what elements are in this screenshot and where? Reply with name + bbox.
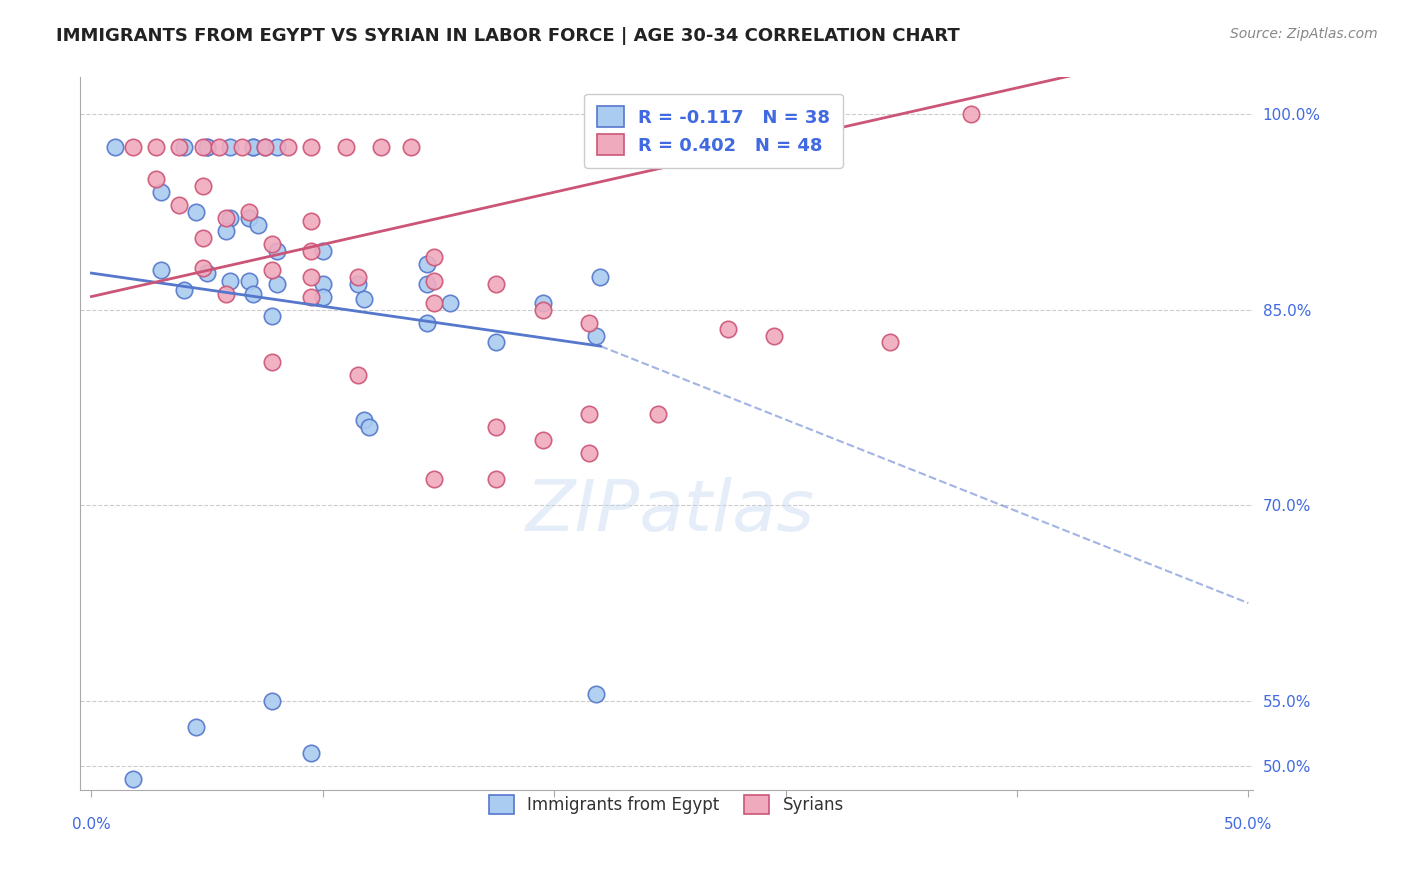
Point <box>184 720 207 734</box>
Point <box>763 328 786 343</box>
Point <box>219 211 242 226</box>
Point <box>585 687 607 701</box>
Point <box>260 237 283 252</box>
Point <box>299 244 322 258</box>
Point <box>191 260 214 275</box>
Point <box>485 277 508 291</box>
Point <box>208 139 231 153</box>
Point <box>238 211 260 226</box>
Point <box>219 139 242 153</box>
Point <box>173 139 195 153</box>
Point <box>299 746 322 760</box>
Point <box>195 139 218 153</box>
Point <box>353 413 375 427</box>
Point <box>242 139 264 153</box>
Point <box>578 407 600 421</box>
Point <box>169 198 191 212</box>
Point <box>238 204 260 219</box>
Point <box>173 283 195 297</box>
Point <box>531 302 554 317</box>
Point <box>423 274 446 288</box>
Point <box>219 274 242 288</box>
Point <box>214 287 236 301</box>
Point <box>191 231 214 245</box>
Point <box>359 420 381 434</box>
Point <box>299 214 322 228</box>
Point <box>439 296 461 310</box>
Point <box>312 244 335 258</box>
Point <box>423 296 446 310</box>
Point <box>399 139 422 153</box>
Point <box>346 368 368 382</box>
Point <box>277 139 299 153</box>
Point <box>312 277 335 291</box>
Point <box>485 472 508 486</box>
Point <box>103 139 125 153</box>
Text: 50.0%: 50.0% <box>1225 817 1272 832</box>
Point <box>353 292 375 306</box>
Point <box>416 277 439 291</box>
Point <box>260 309 283 323</box>
Point <box>485 335 508 350</box>
Point <box>589 270 612 285</box>
Text: 0.0%: 0.0% <box>72 817 111 832</box>
Point <box>122 772 145 787</box>
Point <box>195 266 218 280</box>
Point <box>260 355 283 369</box>
Text: Source: ZipAtlas.com: Source: ZipAtlas.com <box>1230 27 1378 41</box>
Point <box>149 185 172 199</box>
Point <box>145 139 167 153</box>
Text: IMMIGRANTS FROM EGYPT VS SYRIAN IN LABOR FORCE | AGE 30-34 CORRELATION CHART: IMMIGRANTS FROM EGYPT VS SYRIAN IN LABOR… <box>56 27 960 45</box>
Point <box>299 289 322 303</box>
Point <box>416 316 439 330</box>
Point <box>346 277 368 291</box>
Point <box>370 139 392 153</box>
Point <box>253 139 276 153</box>
Point <box>214 224 236 238</box>
Point <box>423 472 446 486</box>
Point <box>416 257 439 271</box>
Point <box>214 211 236 226</box>
Point <box>242 287 264 301</box>
Point <box>242 139 264 153</box>
Point <box>169 139 191 153</box>
Point <box>122 139 145 153</box>
Point <box>578 316 600 330</box>
Point <box>184 204 207 219</box>
Point <box>299 139 322 153</box>
Point <box>266 139 288 153</box>
Point <box>191 139 214 153</box>
Point <box>423 251 446 265</box>
Point <box>531 296 554 310</box>
Point <box>195 139 218 153</box>
Point <box>149 263 172 277</box>
Point <box>879 335 901 350</box>
Point <box>959 107 981 121</box>
Point <box>260 694 283 708</box>
Legend: Immigrants from Egypt, Syrians: Immigrants from Egypt, Syrians <box>482 788 851 821</box>
Point <box>585 328 607 343</box>
Point <box>238 274 260 288</box>
Point <box>647 407 669 421</box>
Point <box>346 270 368 285</box>
Point <box>247 218 270 232</box>
Point <box>299 270 322 285</box>
Point <box>260 263 283 277</box>
Point <box>231 139 253 153</box>
Point <box>191 178 214 193</box>
Point <box>717 322 740 336</box>
Point <box>253 139 276 153</box>
Point <box>266 277 288 291</box>
Point <box>266 244 288 258</box>
Point <box>531 433 554 447</box>
Point <box>578 446 600 460</box>
Point <box>312 289 335 303</box>
Point <box>335 139 357 153</box>
Point <box>145 172 167 186</box>
Point <box>485 420 508 434</box>
Text: ZIPatlas: ZIPatlas <box>526 477 814 546</box>
